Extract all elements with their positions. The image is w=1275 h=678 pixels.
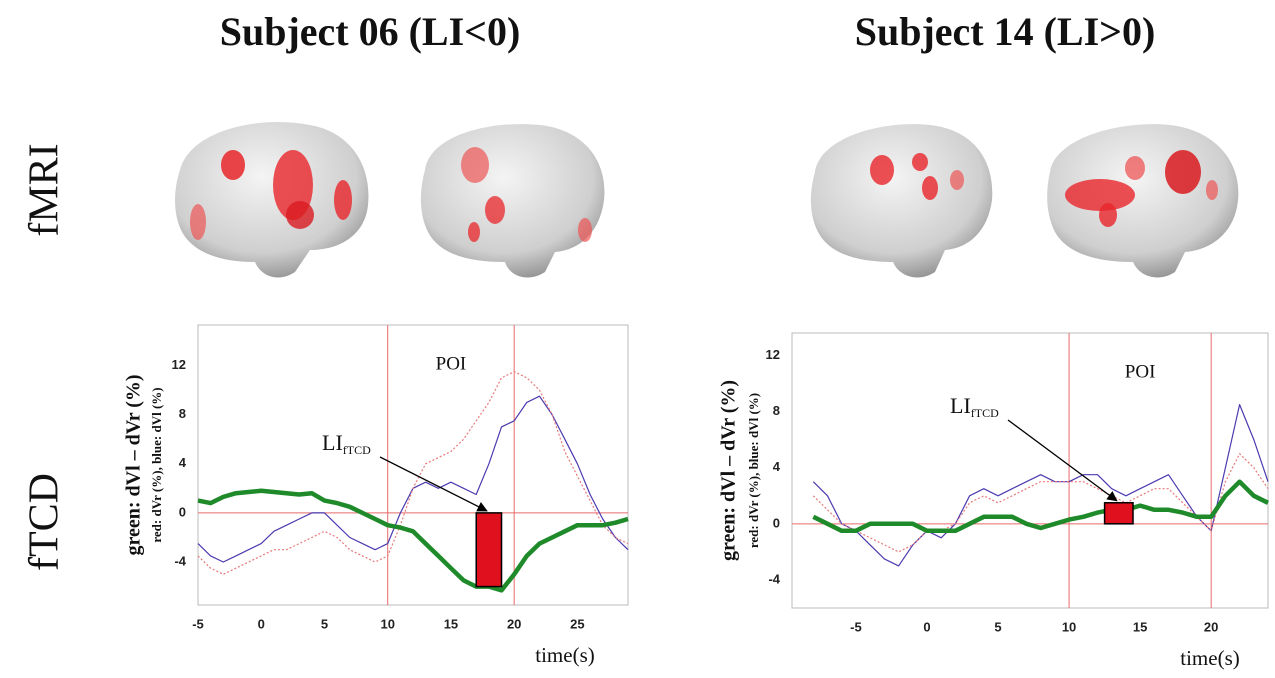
x-tick-label: 0 — [258, 616, 265, 631]
row-label: fTCD — [22, 473, 68, 571]
row-label: fMRI — [22, 143, 68, 236]
poi-label: POI — [1125, 361, 1156, 382]
y-tick-label: 8 — [179, 406, 186, 421]
x-tick-label: 10 — [1062, 619, 1076, 634]
brain — [420, 124, 605, 278]
series-line — [812, 479, 1269, 534]
y-tick-label: 0 — [179, 504, 186, 519]
plot-frame — [791, 332, 1269, 609]
poi-label: POI — [436, 353, 467, 374]
series-line — [197, 488, 629, 593]
li-arrow — [379, 456, 488, 512]
chart-title: Subject 06 (LI<0) — [220, 9, 521, 54]
li-label: LIfTCD — [322, 430, 371, 457]
brain — [175, 122, 369, 278]
series-line — [812, 404, 1269, 567]
li-bar — [1103, 502, 1134, 525]
series-line — [197, 371, 629, 575]
x-tick-label: 25 — [570, 616, 584, 631]
y-tick-label: 4 — [179, 455, 187, 470]
chart-title: Subject 14 (LI>0) — [855, 9, 1156, 54]
x-axis-label: time(s) — [535, 643, 594, 667]
x-axis-label: time(s) — [1180, 646, 1239, 670]
x-tick-label: 0 — [923, 619, 930, 634]
x-tick-label: 20 — [1204, 619, 1218, 634]
brain-images — [175, 122, 1239, 278]
x-tick-label: 15 — [444, 616, 458, 631]
li-label: LIfTCD — [950, 393, 999, 420]
y-tick-label: -4 — [174, 553, 186, 568]
brain — [810, 124, 993, 278]
x-tick-label: 5 — [994, 619, 1001, 634]
x-tick-label: -5 — [192, 616, 204, 631]
y-axis-label-secondary: red: dVr (%), blue: dVl (%) — [149, 387, 164, 542]
x-tick-label: -5 — [850, 619, 862, 634]
x-tick-label: 20 — [507, 616, 521, 631]
y-axis-label: green: dVl – dVr (%) — [718, 380, 740, 561]
x-tick-label: 5 — [321, 616, 328, 631]
y-tick-label: 12 — [172, 357, 186, 372]
li-label-main: LI — [322, 430, 343, 455]
y-tick-label: 8 — [773, 403, 780, 418]
series-line — [812, 453, 1269, 553]
li-arrow — [1007, 419, 1118, 502]
y-tick-label: 4 — [773, 459, 781, 474]
x-tick-label: 15 — [1133, 619, 1147, 634]
brain — [1047, 124, 1239, 278]
y-tick-label: 12 — [766, 347, 780, 362]
plot-frame — [197, 324, 629, 606]
li-label-main: LI — [950, 393, 971, 418]
li-label-subscript: fTCD — [971, 406, 999, 420]
y-axis-label: green: dVl – dVr (%) — [123, 374, 145, 555]
y-tick-label: 0 — [773, 515, 780, 530]
x-tick-label: 10 — [380, 616, 394, 631]
li-label-subscript: fTCD — [343, 443, 371, 457]
y-tick-label: -4 — [768, 571, 780, 586]
y-axis-label-secondary: red: dVr (%), blue: dVl (%) — [746, 393, 761, 548]
li-bar — [475, 512, 503, 588]
